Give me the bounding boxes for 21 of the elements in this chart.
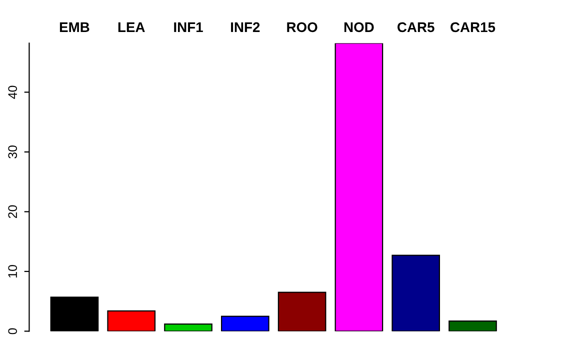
y-tick-label: 40 xyxy=(8,86,18,99)
bar xyxy=(220,316,270,332)
x-tick-label: LEA xyxy=(118,22,145,32)
x-tick-label: CAR5 xyxy=(398,22,434,32)
bar xyxy=(50,296,99,332)
x-tick-label: CAR15 xyxy=(450,22,496,32)
bar xyxy=(448,320,497,332)
bar xyxy=(334,43,384,332)
x-tick-label: NOD xyxy=(344,22,374,32)
bar xyxy=(164,323,212,332)
y-tick-label: 20 xyxy=(8,205,18,218)
bar xyxy=(278,292,326,332)
bar xyxy=(392,254,440,332)
x-tick-label: ROO xyxy=(287,22,318,32)
y-tick-label: 30 xyxy=(8,145,18,158)
bar xyxy=(107,310,156,332)
x-tick-label: INF1 xyxy=(174,22,203,32)
y-tick-label: 0 xyxy=(8,328,18,334)
y-tick-label: 10 xyxy=(8,264,18,278)
x-tick-label: EMB xyxy=(60,22,90,32)
x-tick-label: INF2 xyxy=(231,22,260,32)
